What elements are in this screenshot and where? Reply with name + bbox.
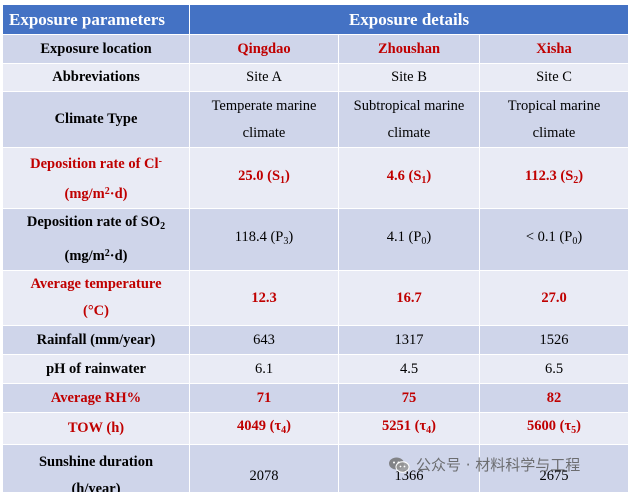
label-abbreviations: Abbreviations [2,63,190,92]
site-c-rh: 82 [478,383,630,413]
site-b-abbrev: Site B [338,63,480,92]
site-c-so2: < 0.1 (P0) [478,208,630,271]
row-deposition-so2: Deposition rate of SO2 (mg/m2·d) 118.4 (… [2,208,630,271]
site-a-rainfall: 643 [189,325,339,355]
site-b-rh: 75 [338,383,480,413]
row-sunshine-duration: Sunshine duration (h/year) 2078 1366 2675 [2,444,630,492]
header-row: Exposure parameters Exposure details [2,4,630,35]
label-deposition-so2: Deposition rate of SO2 (mg/m2·d) [2,208,190,271]
label-deposition-cl: Deposition rate of Cl- (mg/m2·d) [2,147,190,209]
header-exposure-parameters: Exposure parameters [2,4,190,35]
wechat-icon [389,457,410,473]
site-c-tow: 5600 (τ5) [478,412,630,445]
label-tow: TOW (h) [2,412,190,445]
site-a-tow: 4049 (τ4) [189,412,339,445]
site-a-temperature: 12.3 [189,270,339,326]
site-a-abbrev: Site A [189,63,339,92]
label-rainfall: Rainfall (mm/year) [2,325,190,355]
site-b-rainfall: 1317 [338,325,480,355]
site-c-temperature: 27.0 [478,270,630,326]
site-c-sunshine: 2675 [478,444,630,492]
site-c-climate: Tropical marine climate [478,91,630,148]
row-ph-rainwater: pH of rainwater 6.1 4.5 6.5 [2,354,630,384]
site-b-ph: 4.5 [338,354,480,384]
site-a-sunshine: 2078 [189,444,339,492]
row-rainfall: Rainfall (mm/year) 643 1317 1526 [2,325,630,355]
row-average-temperature: Average temperature (°C) 12.3 16.7 27.0 [2,270,630,326]
row-climate-type: Climate Type Temperate marine climate Sub… [2,91,630,148]
label-average-rh: Average RH% [2,383,190,413]
site-b-tow: 5251 (τ4) [338,412,480,445]
site-b-cl: 4.6 (S1) [338,147,480,209]
site-a-so2: 118.4 (P3) [189,208,339,271]
site-c-abbrev: Site C [478,63,630,92]
watermark: 公众号 · 材料科学与工程 [388,454,580,475]
label-exposure-location: Exposure location [2,34,190,64]
site-c-rainfall: 1526 [478,325,630,355]
site-a-ph: 6.1 [189,354,339,384]
site-b-climate: Subtropical marine climate [338,91,480,148]
row-abbreviations: Abbreviations Site A Site B Site C [2,63,630,92]
site-a-location: Qingdao [189,34,339,64]
row-tow: TOW (h) 4049 (τ4) 5251 (τ4) 5600 (τ5) [2,412,630,445]
exposure-table: Exposure parameters Exposure details Exp… [2,4,630,492]
watermark-text: 公众号 · 材料科学与工程 [416,456,581,474]
site-c-location: Xisha [478,34,630,64]
site-b-temperature: 16.7 [338,270,480,326]
row-exposure-location: Exposure location Qingdao Zhoushan Xisha [2,34,630,64]
row-average-rh: Average RH% 71 75 82 [2,383,630,413]
site-b-location: Zhoushan [338,34,480,64]
label-climate-type: Climate Type [2,91,190,148]
site-b-so2: 4.1 (P0) [338,208,480,271]
label-ph-rainwater: pH of rainwater [2,354,190,384]
header-exposure-details: Exposure details [188,4,630,35]
site-c-ph: 6.5 [478,354,630,384]
label-sunshine-duration: Sunshine duration (h/year) [2,444,190,492]
label-average-temperature: Average temperature (°C) [2,270,190,326]
row-deposition-cl: Deposition rate of Cl- (mg/m2·d) 25.0 (S… [2,147,630,209]
site-a-rh: 71 [189,383,339,413]
site-a-cl: 25.0 (S1) [189,147,339,209]
site-c-cl: 112.3 (S2) [478,147,630,209]
site-a-climate: Temperate marine climate [189,91,339,148]
